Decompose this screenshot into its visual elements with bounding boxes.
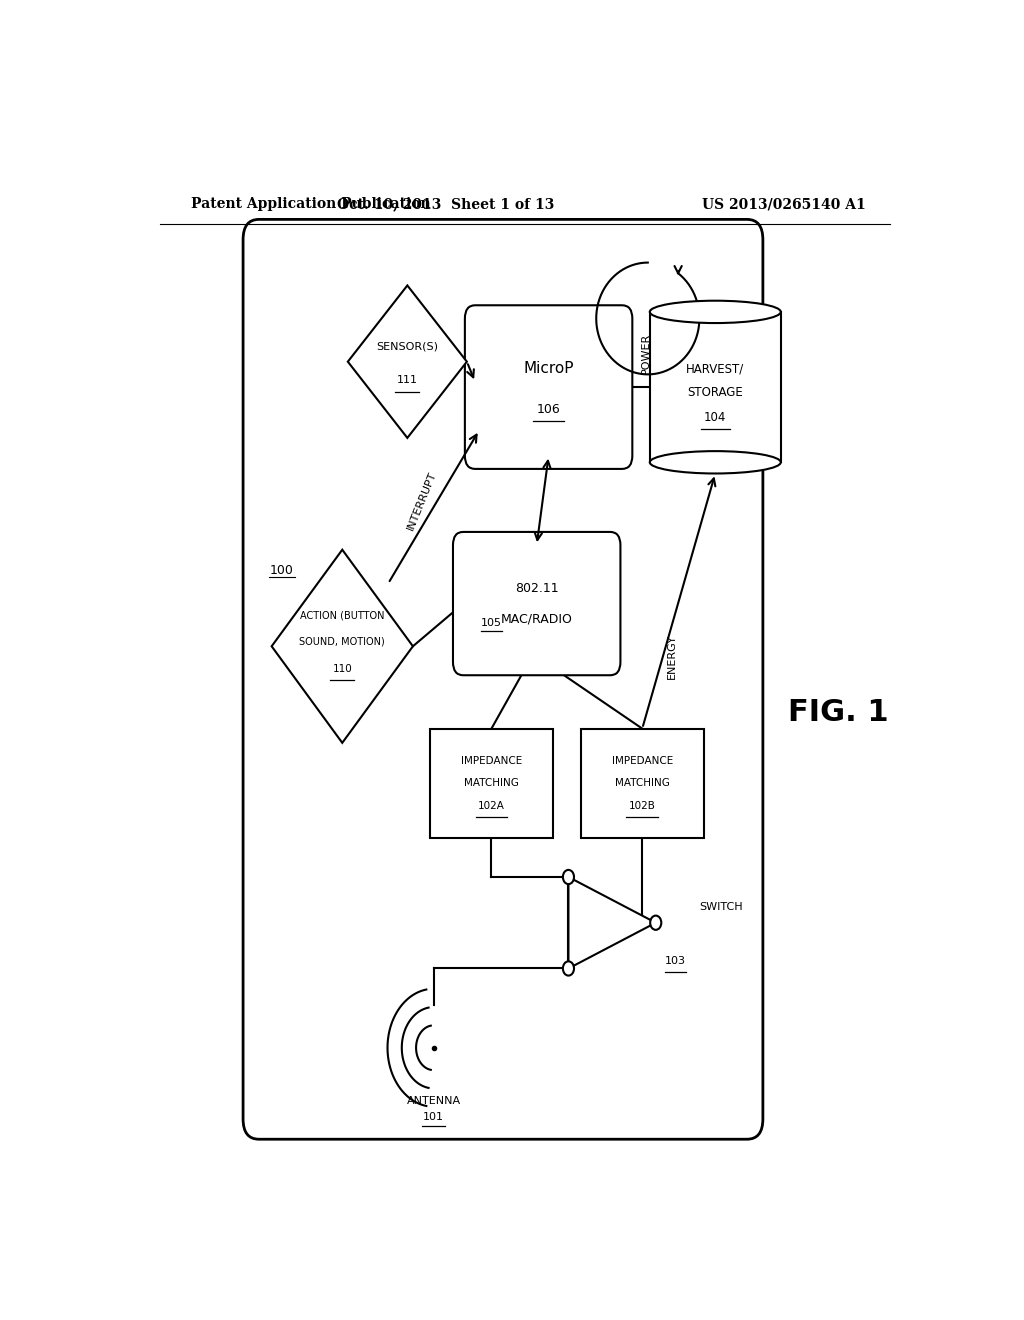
Text: IMPEDANCE: IMPEDANCE [461,756,522,766]
Text: MAC/RADIO: MAC/RADIO [501,612,572,626]
Polygon shape [348,285,467,438]
Circle shape [650,916,662,929]
Text: HARVEST/: HARVEST/ [686,362,744,375]
Text: 100: 100 [269,564,293,577]
Text: SENSOR(S): SENSOR(S) [377,342,438,351]
Polygon shape [568,876,655,969]
Bar [581,729,703,838]
Text: ENERGY: ENERGY [667,634,677,678]
Text: 102A: 102A [478,801,505,810]
Bar [430,729,553,838]
FancyBboxPatch shape [465,305,633,469]
Ellipse shape [650,451,780,474]
Text: SOUND, MOTION): SOUND, MOTION) [299,636,385,647]
Text: Patent Application Publication: Patent Application Publication [191,197,431,211]
Text: 110: 110 [333,664,352,673]
Text: POWER: POWER [641,333,651,374]
Circle shape [563,961,574,975]
Text: Oct. 10, 2013  Sheet 1 of 13: Oct. 10, 2013 Sheet 1 of 13 [337,197,554,211]
Text: US 2013/0265140 A1: US 2013/0265140 A1 [702,197,866,211]
Text: MicroP: MicroP [523,362,573,376]
Text: ANTENNA: ANTENNA [407,1096,461,1106]
Text: 101: 101 [423,1111,444,1122]
Text: ACTION (BUTTON: ACTION (BUTTON [300,611,385,620]
Text: 105: 105 [481,618,502,628]
Text: 802.11: 802.11 [515,582,558,595]
Text: 106: 106 [537,403,560,416]
Text: FIG. 1: FIG. 1 [787,698,889,727]
Text: SWITCH: SWITCH [699,903,743,912]
Text: INTERRUPT: INTERRUPT [406,470,438,532]
Text: 111: 111 [397,375,418,385]
Ellipse shape [650,301,780,323]
Circle shape [563,870,574,884]
FancyBboxPatch shape [453,532,621,676]
Text: 102B: 102B [629,801,655,810]
Text: 103: 103 [666,957,686,966]
Polygon shape [271,549,413,743]
Text: MATCHING: MATCHING [464,779,519,788]
Bar [650,312,780,462]
Text: IMPEDANCE: IMPEDANCE [611,756,673,766]
Text: 104: 104 [705,411,726,424]
Text: MATCHING: MATCHING [614,779,670,788]
Text: STORAGE: STORAGE [687,385,743,399]
FancyBboxPatch shape [243,219,763,1139]
